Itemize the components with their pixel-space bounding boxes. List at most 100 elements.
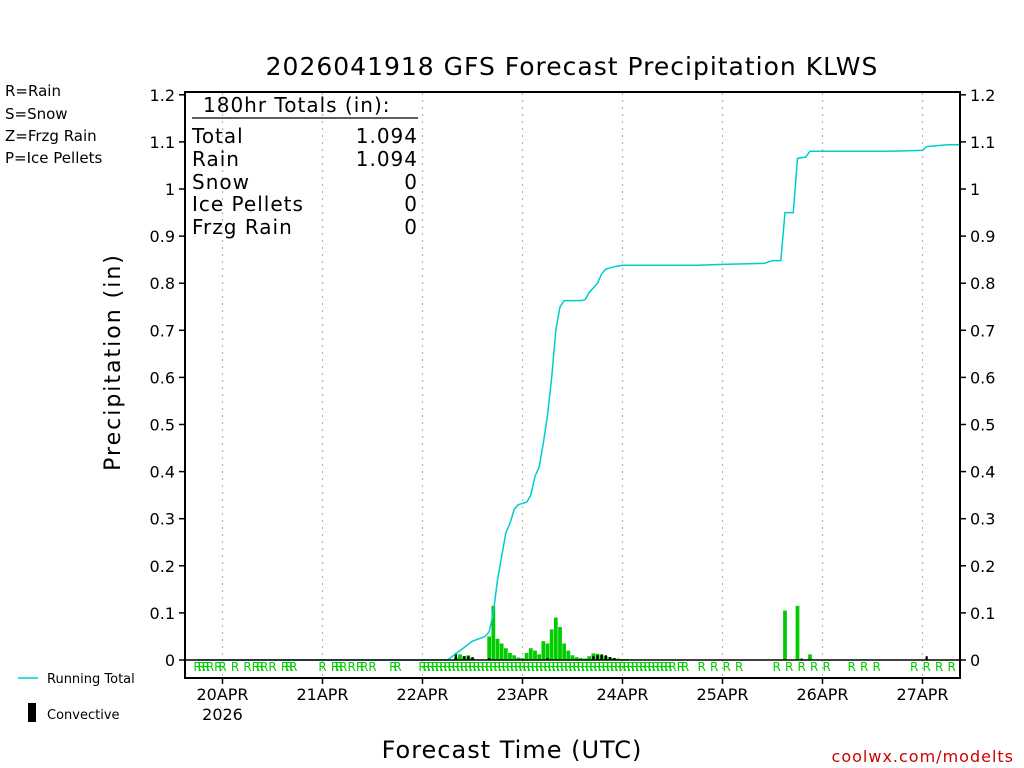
totals-value-snow: 0 (404, 170, 418, 194)
x-year-label: 2026 (202, 705, 243, 724)
precip-type-marker: R (527, 660, 535, 674)
precip-type-marker: R (472, 660, 480, 674)
precip-type-marker: R (506, 660, 514, 674)
totals-label-frzg-rain: Frzg Rain (192, 215, 293, 239)
precip-type-marker: R (822, 660, 830, 674)
precip-type-marker: R (735, 660, 743, 674)
convective-bar (488, 658, 491, 660)
rain-bar (578, 658, 583, 660)
precip-type-marker: R (564, 660, 572, 674)
x-tick-label: 22APR (396, 685, 448, 704)
rain-bar (808, 654, 812, 660)
precip-type-marker: R (560, 660, 568, 674)
rain-bar (545, 643, 550, 660)
precip-type-marker: R (543, 660, 551, 674)
precip-type-marker: R (456, 660, 464, 674)
precip-bars (453, 605, 928, 661)
convective-legend-label: Convective (47, 708, 120, 723)
precip-type-marker: R (522, 660, 530, 674)
precip-type-marker: R (872, 660, 880, 674)
precip-type-marker: R (585, 660, 593, 674)
precip-type-marker: R (860, 660, 868, 674)
x-tick-label: 24APR (596, 685, 648, 704)
precip-type-marker: R (535, 660, 543, 674)
grid-lines (221, 93, 924, 677)
x-tick-label: 25APR (696, 685, 748, 704)
precip-type-marker: R (660, 660, 668, 674)
precip-type-marker: R (510, 660, 518, 674)
precip-type-marker: R (460, 660, 468, 674)
y-tick-label-right: 0.7 (970, 321, 995, 340)
precip-type-marker: R (285, 660, 293, 674)
precip-type-marker: R (468, 660, 476, 674)
y-tick-label-left: 1 (165, 180, 175, 199)
y-tick-label-right: 0.8 (970, 274, 995, 293)
totals-value-rain: 1.094 (356, 147, 418, 171)
precip-type-legend: R=Rain S=Snow Z=Frzg Rain P=Ice Pellets (5, 82, 102, 167)
precip-type-marker: R (497, 660, 505, 674)
precip-type-marker: R (485, 660, 493, 674)
precip-type-marker: R (639, 660, 647, 674)
rain-bar (537, 654, 542, 660)
convective-bar (592, 656, 595, 660)
rain-bar (528, 648, 533, 660)
precip-type-marker: R (589, 660, 597, 674)
x-tick-label: 23APR (496, 685, 548, 704)
precip-type-marker: R (268, 660, 276, 674)
precip-type-marker: R (947, 660, 955, 674)
legend-frzg-rain: Z=Frzg Rain (5, 127, 97, 145)
precip-type-marker: R (368, 660, 376, 674)
precip-type-marker: R (431, 660, 439, 674)
precip-type-marker: R (547, 660, 555, 674)
precip-type-marker: R (572, 660, 580, 674)
precip-type-marker: R (681, 660, 689, 674)
rain-bar (491, 605, 496, 660)
rain-bar (458, 654, 462, 660)
precip-type-marker: R (356, 660, 364, 674)
x-tick-label: 26APR (796, 685, 848, 704)
precip-type-marker: R (389, 660, 397, 674)
precip-type-marker: R (281, 660, 289, 674)
precip-type-marker: R (218, 660, 226, 674)
rain-bar (495, 638, 500, 660)
precip-type-marker: R (393, 660, 401, 674)
rain-bar (516, 657, 521, 660)
rain-bar (520, 658, 525, 660)
precip-type-marker: R (252, 660, 260, 674)
precip-type-marker: R (614, 660, 622, 674)
chart-title: 2026041918 GFS Forecast Precipitation KL… (266, 52, 879, 81)
precip-type-marker: R (631, 660, 639, 674)
precip-type-marker: R (260, 660, 268, 674)
legend-rain: R=Rain (5, 82, 61, 100)
plot-frame (184, 91, 961, 679)
convective-bar (600, 654, 603, 660)
running-total-legend-label: Running Total (47, 672, 135, 687)
precip-type-marker: R (439, 660, 447, 674)
rain-bar (587, 656, 592, 660)
totals-label-ice-pellets: Ice Pellets (192, 192, 304, 216)
totals-label-total: Total (191, 124, 244, 148)
precip-type-marker: R (418, 660, 426, 674)
x-tick-label: 21APR (296, 685, 348, 704)
totals-header: 180hr Totals (in): (203, 93, 391, 117)
precip-type-marker: R (493, 660, 501, 674)
precip-type-marker: R (597, 660, 605, 674)
precip-type-marker: R (231, 660, 239, 674)
y-tick-label-left: 0.7 (150, 321, 175, 340)
rain-bar (533, 650, 537, 660)
y-tick-label-right: 0.4 (970, 463, 995, 482)
precip-type-marker: R (664, 660, 672, 674)
y-tick-label-right: 1 (970, 180, 980, 199)
precip-type-marker: R (481, 660, 489, 674)
precip-type-marker: R (477, 660, 485, 674)
rain-bar (487, 636, 492, 660)
precip-type-marker: R (710, 660, 718, 674)
precip-type-marker: R (643, 660, 651, 674)
convective-bar (608, 657, 612, 660)
precip-type-marker: R (935, 660, 943, 674)
convective-bar (463, 656, 466, 660)
rain-bar (558, 627, 562, 660)
y-tick-label-left: 0 (165, 651, 175, 670)
precip-type-marker: R (622, 660, 630, 674)
